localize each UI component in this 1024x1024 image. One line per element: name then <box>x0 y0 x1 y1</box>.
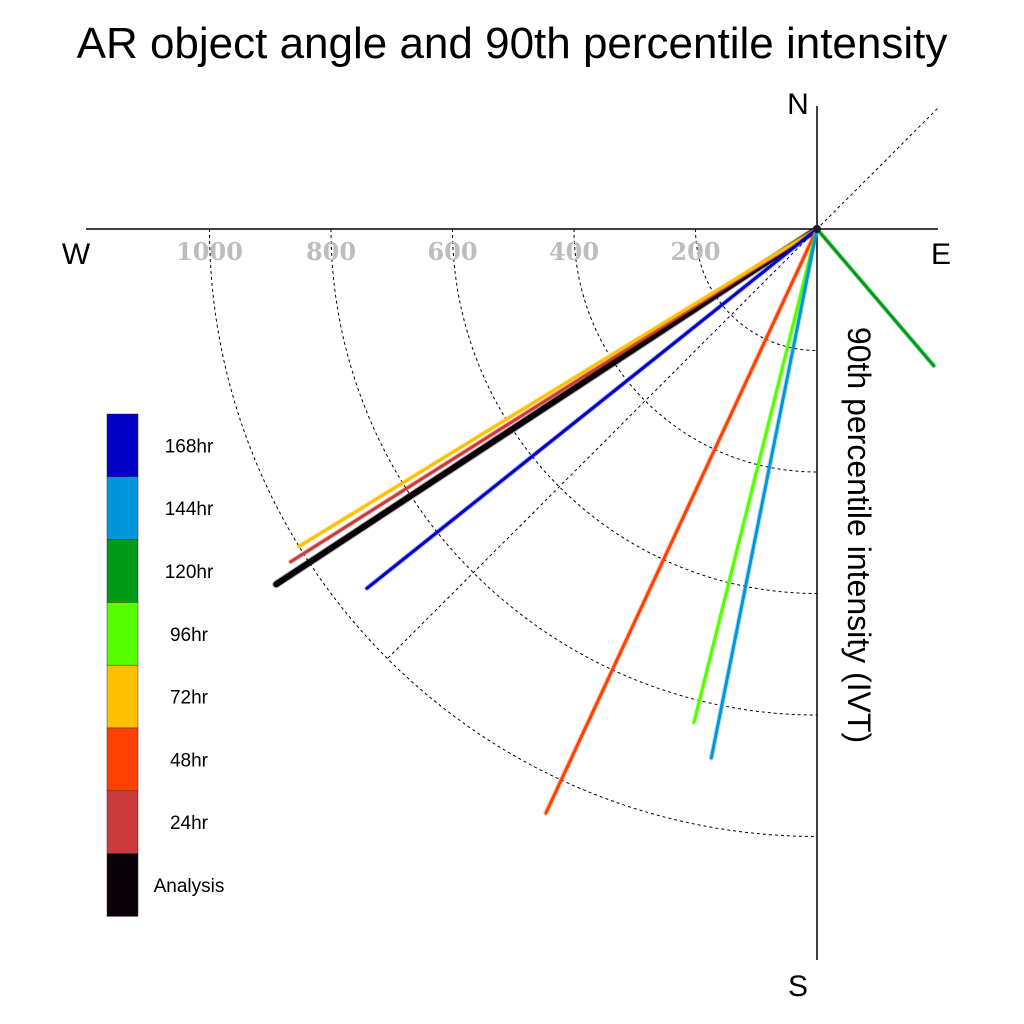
legend-label-144hr: 144hr <box>165 499 214 520</box>
diagonal-guide <box>387 107 939 659</box>
vector-96hr <box>692 227 819 724</box>
vector-72hr <box>297 227 819 548</box>
grid-ring-600 <box>452 228 818 594</box>
legend-label-168hr: 168hr <box>165 436 214 457</box>
legend-swatch-analysis <box>106 853 139 917</box>
vector-144hr <box>709 227 819 760</box>
legend-swatch-144hr <box>106 476 139 540</box>
compass-axes <box>86 106 939 960</box>
grid-ring-800 <box>330 228 818 716</box>
legend-swatch-24hr <box>106 790 139 854</box>
grid-ring-1000 <box>209 228 818 837</box>
polar-grid <box>209 228 818 837</box>
chart-title: AR object angle and 90th percentile inte… <box>77 19 948 68</box>
compass-north-label: N <box>787 88 809 121</box>
legend: 168hr 144hr 120hr 96hr 72hr 48hr 24hr Analysis <box>106 413 225 917</box>
legend-label-48hr: 48hr <box>170 750 209 771</box>
legend-label-24hr: 24hr <box>170 813 209 834</box>
legend-swatch-120hr <box>106 539 139 603</box>
legend-label-96hr: 96hr <box>170 625 209 646</box>
legend-label-120hr: 120hr <box>165 562 214 583</box>
radial-axis-label: 90th percentile intensity (IVT) <box>841 327 877 743</box>
origin-point <box>813 225 821 233</box>
grid-ring-200 <box>695 228 818 351</box>
radial-tick-label-1000: 1000 <box>176 237 243 266</box>
legend-swatch-72hr <box>106 664 139 729</box>
compass-west-label: W <box>62 238 91 271</box>
radial-tick-label-600: 600 <box>427 237 477 266</box>
radial-tick-label-400: 400 <box>549 237 599 266</box>
compass-east-label: E <box>931 238 951 271</box>
radial-tick-label-200: 200 <box>670 237 720 266</box>
radial-tick-label-800: 800 <box>306 237 356 266</box>
compass-south-label: S <box>788 970 808 1003</box>
vector-120hr <box>815 227 936 368</box>
grid-ring-400 <box>573 228 818 473</box>
vector-analysis <box>273 226 820 588</box>
legend-swatch-48hr <box>106 727 139 792</box>
legend-swatch-168hr <box>106 413 139 478</box>
legend-label-analysis: Analysis <box>154 876 225 897</box>
vector-168hr <box>365 227 819 590</box>
series-vectors <box>272 225 937 816</box>
legend-swatch-96hr <box>106 602 139 666</box>
radial-tick-labels: 200 400 600 800 1000 <box>176 237 720 266</box>
legend-label-72hr: 72hr <box>170 688 209 709</box>
vector-48hr <box>544 227 819 815</box>
